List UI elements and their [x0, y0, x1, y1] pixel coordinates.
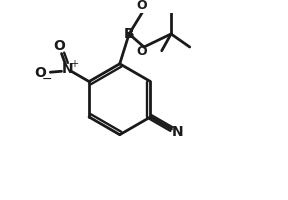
- Text: O: O: [53, 39, 65, 53]
- Text: O: O: [137, 0, 147, 12]
- Text: −: −: [41, 73, 52, 86]
- Text: +: +: [70, 59, 78, 69]
- Text: O: O: [137, 45, 147, 58]
- Text: B: B: [124, 27, 134, 41]
- Text: N: N: [62, 62, 74, 76]
- Text: O: O: [34, 66, 46, 80]
- Text: N: N: [171, 125, 183, 139]
